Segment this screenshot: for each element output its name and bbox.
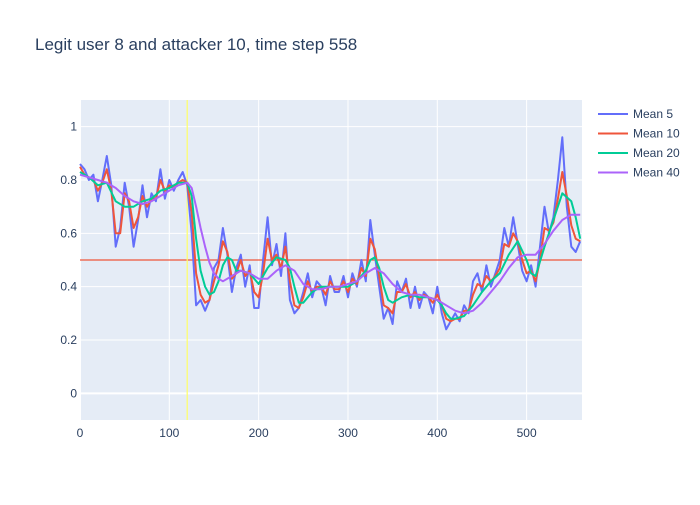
- y-tick-label: 1: [70, 120, 77, 134]
- series-line-mean-10: [79, 166, 581, 323]
- x-tick-label: 500: [517, 426, 537, 440]
- x-tick-label: 300: [338, 426, 358, 440]
- series-line-mean-40: [79, 173, 581, 315]
- legend-item-mean-10[interactable]: Mean 10: [598, 127, 680, 141]
- x-tick-label: 200: [249, 426, 269, 440]
- legend-item-mean-5[interactable]: Mean 5: [598, 107, 673, 121]
- y-tick-label: 0.6: [60, 226, 77, 240]
- grid: [79, 100, 582, 420]
- legend-item-mean-20[interactable]: Mean 20: [598, 146, 680, 160]
- y-tick-label: 0.2: [60, 333, 77, 347]
- tick-labels: 0 100 200 300 400 500 0 0.2 0.4 0.6 0.8 1: [60, 120, 537, 440]
- legend-label: Mean 40: [633, 166, 680, 180]
- y-tick-label: 0.8: [60, 173, 77, 187]
- series-group: [79, 136, 582, 331]
- y-tick-label: 0: [70, 386, 77, 400]
- legend[interactable]: Mean 5 Mean 10 Mean 20 Mean 40: [598, 107, 680, 180]
- x-tick-label: 0: [77, 426, 84, 440]
- y-tick-label: 0.4: [60, 280, 77, 294]
- chart-title: Legit user 8 and attacker 10, time step …: [35, 35, 357, 54]
- legend-label: Mean 5: [633, 107, 673, 121]
- x-tick-label: 100: [159, 426, 179, 440]
- x-tick-label: 400: [427, 426, 447, 440]
- legend-label: Mean 10: [633, 127, 680, 141]
- legend-item-mean-40[interactable]: Mean 40: [598, 166, 680, 180]
- reference-lines: [80, 100, 582, 420]
- legend-label: Mean 20: [633, 146, 680, 160]
